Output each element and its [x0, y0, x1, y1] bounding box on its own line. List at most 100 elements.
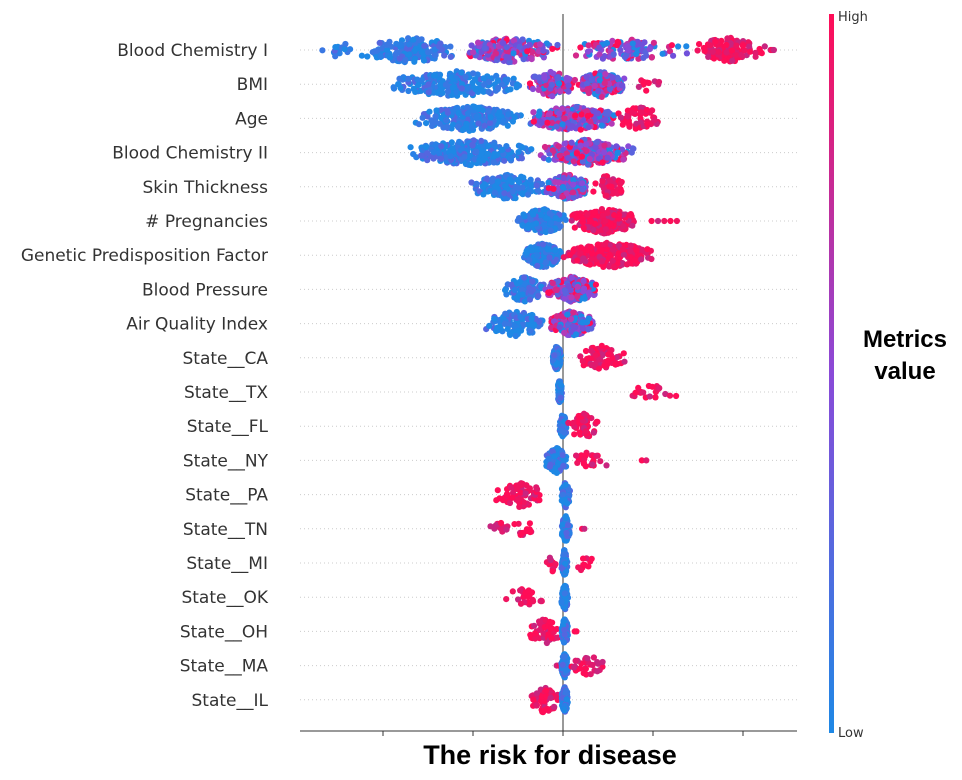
shap-dot — [534, 262, 541, 269]
shap-dot — [568, 123, 576, 130]
shap-dot — [546, 463, 554, 470]
shap-dot — [544, 246, 551, 253]
shap-dot — [728, 47, 736, 54]
shap-dot — [569, 189, 577, 196]
shap-dot — [724, 35, 731, 42]
shap-dot — [650, 39, 658, 46]
shap-dot — [508, 178, 515, 186]
shap-dot — [454, 123, 462, 130]
shap-dot — [559, 452, 566, 459]
shap-dot — [485, 107, 492, 115]
shap-dot — [574, 283, 581, 290]
shap-dot — [545, 185, 552, 192]
shap-dot — [629, 222, 636, 229]
shap-dot — [504, 86, 511, 93]
shap-dot — [506, 58, 513, 66]
shap-dot — [573, 331, 580, 338]
shap-dot — [491, 150, 498, 158]
shap-dot — [511, 114, 518, 121]
shap-dot — [518, 482, 525, 489]
shap-dot — [521, 274, 528, 281]
shap-dot — [364, 53, 371, 60]
shap-dot — [592, 144, 599, 151]
shap-dot — [565, 283, 572, 290]
shap-dot — [545, 289, 552, 296]
shap-dot — [604, 154, 611, 161]
shap-dot — [562, 481, 569, 488]
shap-dot — [503, 526, 510, 533]
shap-dot — [414, 76, 421, 83]
shap-dot — [556, 324, 563, 331]
shap-dot — [425, 81, 432, 88]
shap-dot — [393, 49, 401, 56]
shap-dot — [384, 47, 391, 54]
shap-dot — [543, 215, 550, 222]
shap-dot — [418, 152, 425, 159]
shap-dot — [468, 42, 475, 49]
shap-dot — [432, 72, 439, 79]
shap-dot — [510, 50, 517, 57]
shap-dot — [415, 37, 422, 44]
shap-dot — [529, 278, 536, 285]
shap-dot — [448, 139, 455, 146]
shap-dot — [648, 217, 655, 225]
shap-dot — [638, 104, 645, 111]
shap-dot — [494, 178, 502, 185]
shap-dot — [505, 111, 512, 118]
shap-dot — [644, 246, 651, 253]
shap-dot — [432, 141, 439, 148]
shap-dot — [522, 490, 529, 497]
shap-dot — [747, 48, 754, 55]
shap-dot — [504, 490, 511, 498]
shap-dot — [643, 87, 650, 94]
shap-dot — [648, 54, 655, 61]
shap-dot — [485, 88, 492, 95]
shap-dot — [620, 156, 627, 163]
shap-dot — [580, 410, 588, 417]
shap-dot — [683, 50, 691, 57]
shap-dot — [549, 119, 556, 126]
shap-dot — [590, 226, 597, 234]
shap-dot — [603, 192, 610, 199]
shap-dot — [545, 156, 552, 163]
shap-dot — [624, 261, 631, 268]
shap-dot — [418, 48, 425, 56]
shap-dot — [733, 42, 740, 49]
shap-dot — [608, 120, 615, 127]
shap-dot — [462, 73, 469, 80]
shap-dot — [585, 326, 592, 333]
shap-dot — [659, 50, 666, 57]
shap-dot — [487, 523, 494, 530]
shap-dot — [701, 47, 708, 55]
shap-dot — [336, 50, 343, 57]
shap-dot — [458, 69, 465, 76]
shap-dot — [547, 110, 554, 117]
shap-dot — [632, 389, 639, 396]
shap-dot — [426, 108, 433, 115]
shap-dot — [656, 385, 663, 392]
shap-dot — [501, 190, 508, 197]
shap-dot — [507, 155, 514, 162]
shap-dot — [332, 53, 339, 60]
shap-dot — [596, 51, 603, 58]
shap-dot — [610, 51, 617, 58]
shap-dot — [528, 56, 535, 63]
shap-dot — [547, 68, 554, 76]
shap-dot — [494, 84, 502, 91]
shap-dot — [723, 41, 730, 49]
shap-dot — [696, 41, 703, 48]
shap-dot — [643, 457, 650, 464]
shap-dot — [475, 39, 482, 46]
shap-dot — [756, 45, 763, 53]
shap-dot — [549, 45, 556, 53]
shap-dot — [421, 42, 428, 49]
shap-dot — [572, 112, 579, 119]
shap-dot — [551, 453, 558, 460]
shap-dot — [419, 114, 426, 121]
shap-dot — [473, 148, 480, 155]
shap-dot — [555, 80, 563, 87]
shap-dot — [420, 57, 428, 64]
shap-dot — [589, 250, 596, 257]
shap-dot — [621, 358, 628, 365]
shap-dot — [612, 361, 619, 368]
